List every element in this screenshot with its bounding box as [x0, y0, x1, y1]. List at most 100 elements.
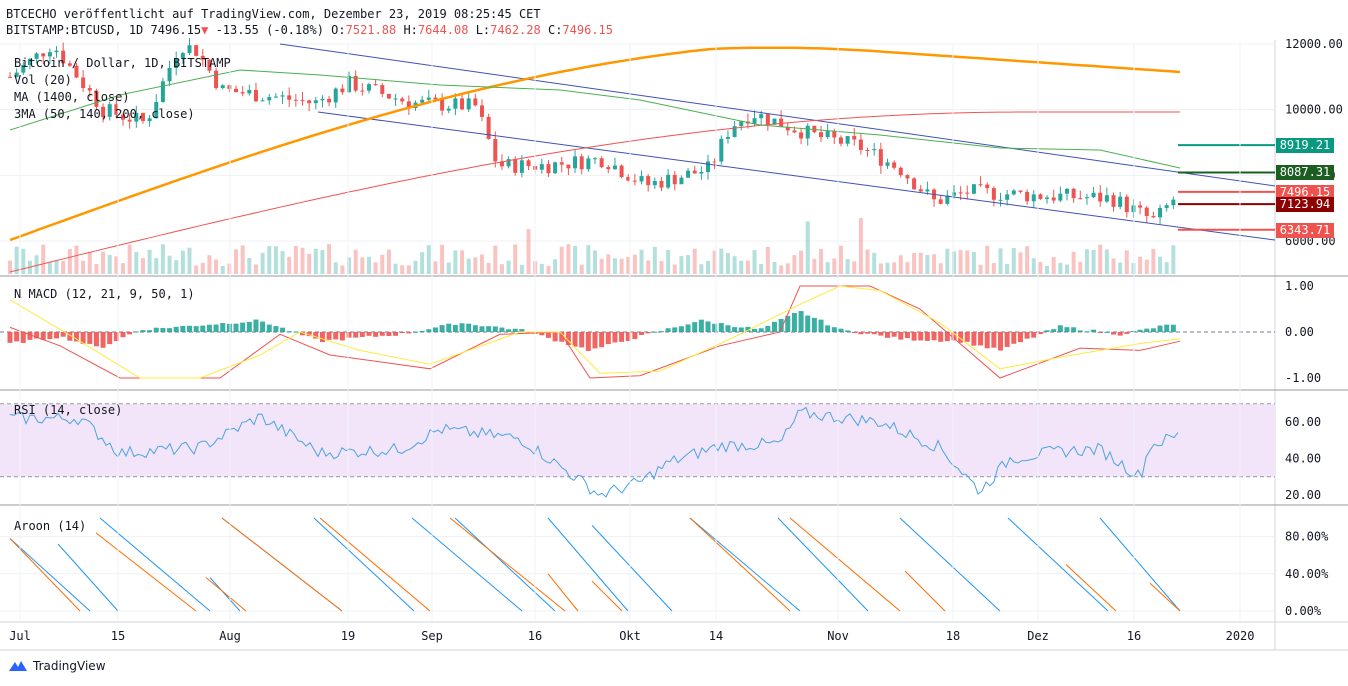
volume-bar: [686, 255, 691, 274]
macd-bar: [479, 326, 485, 332]
macd-bar: [878, 332, 884, 336]
volume-bar: [812, 258, 817, 274]
volume-bar: [765, 246, 770, 274]
macd-bar: [266, 324, 272, 332]
macd-bar: [579, 332, 585, 348]
candle-body: [1138, 205, 1143, 208]
ohlc-bar: BITSTAMP:BTCUSD, 1D 7496.15▼ -13.55 (-0.…: [6, 23, 613, 38]
macd-bar: [964, 332, 970, 342]
candle-body: [386, 93, 391, 99]
candle-body: [187, 45, 192, 54]
volume-bar: [393, 263, 398, 274]
legend-volume[interactable]: Vol (20): [14, 73, 72, 87]
volume-bar: [825, 262, 830, 274]
macd-bar: [1130, 330, 1136, 332]
candle-body: [433, 97, 438, 100]
macd-bar: [120, 332, 126, 338]
legend-title[interactable]: Bitcoin / Dollar, 1D, BITSTAMP: [14, 56, 231, 70]
macd-bar: [738, 327, 744, 332]
volume-bar: [892, 262, 897, 274]
volume-bar: [114, 256, 119, 274]
candle-body: [121, 114, 126, 120]
macd-bar: [273, 326, 279, 332]
volume-bar: [1011, 248, 1016, 274]
macd-bar: [805, 315, 811, 332]
macd-bar: [678, 326, 684, 332]
candle-body: [912, 178, 917, 190]
candle-body: [719, 138, 724, 162]
macd-bar: [233, 323, 239, 332]
macd-bar: [712, 323, 718, 332]
macd-bar: [685, 324, 691, 332]
volume-bar: [366, 256, 371, 274]
volume-bar: [938, 263, 943, 274]
macd-bar: [612, 332, 618, 343]
open-label: O:: [331, 23, 346, 37]
volume-bar: [865, 249, 870, 274]
macd-bar: [519, 329, 525, 332]
volume-bar: [293, 245, 298, 274]
volume-bar: [1025, 246, 1030, 274]
rsi-tick-label: 40.00: [1285, 452, 1321, 466]
candle-body: [366, 84, 371, 91]
macd-bar: [499, 327, 505, 332]
volume-bar: [240, 245, 245, 274]
macd-bar: [326, 332, 332, 340]
volume-bar: [1138, 256, 1143, 274]
candle-body: [646, 176, 651, 186]
macd-bar: [452, 325, 458, 332]
candle-body: [347, 75, 352, 93]
macd-bar: [87, 332, 93, 344]
macd-bar: [951, 332, 957, 341]
volume-bar: [546, 265, 551, 274]
candle-body: [945, 195, 950, 204]
candle-body: [280, 95, 285, 97]
volume-bar: [134, 251, 139, 274]
candle-body: [898, 167, 903, 176]
candle-body: [207, 59, 212, 71]
volume-bar: [1078, 261, 1083, 274]
macd-bar: [346, 332, 352, 338]
volume-bar: [599, 258, 604, 274]
volume-bar: [253, 264, 258, 274]
candle-body: [925, 189, 930, 192]
candle-body: [1144, 207, 1149, 216]
candle-body: [951, 192, 956, 196]
tradingview-logo[interactable]: TradingView: [8, 659, 106, 673]
macd-bar: [705, 321, 711, 332]
legend-3ma[interactable]: 3MA (50, 140, 200, close): [14, 107, 195, 121]
volume-bar: [180, 250, 185, 274]
macd-bar: [47, 332, 53, 340]
macd-bar: [472, 325, 478, 332]
candle-body: [838, 137, 843, 144]
aroon-label[interactable]: Aroon (14): [14, 519, 87, 533]
macd-bar: [885, 332, 890, 338]
volume-bar: [54, 259, 59, 274]
macd-bar: [280, 327, 286, 332]
volume-bar: [692, 248, 697, 274]
volume-bar: [965, 250, 970, 274]
volume-bar: [473, 257, 478, 274]
candle-body: [340, 88, 345, 93]
volume-bar: [579, 264, 584, 274]
candle-body: [905, 175, 910, 179]
candle-body: [400, 98, 405, 102]
macd-bar: [313, 332, 319, 339]
macd-tick-label: 0.00: [1285, 325, 1314, 339]
macd-bar: [319, 332, 325, 343]
volume-bar: [386, 249, 391, 274]
legend-ma[interactable]: MA (1400, close): [14, 90, 130, 104]
macd-bar: [67, 332, 73, 341]
volume-bar: [732, 256, 737, 274]
candle-body: [985, 184, 990, 189]
candle-body: [1084, 197, 1089, 199]
macd-bar: [133, 331, 139, 333]
volume-bar: [1104, 249, 1109, 274]
macd-label[interactable]: N MACD (12, 21, 9, 50, 1): [14, 287, 195, 301]
volume-bar: [493, 245, 498, 274]
candle-body: [94, 90, 99, 107]
volume-bar: [433, 261, 438, 274]
rsi-label[interactable]: RSI (14, close): [14, 403, 123, 417]
macd-bar: [539, 332, 545, 336]
